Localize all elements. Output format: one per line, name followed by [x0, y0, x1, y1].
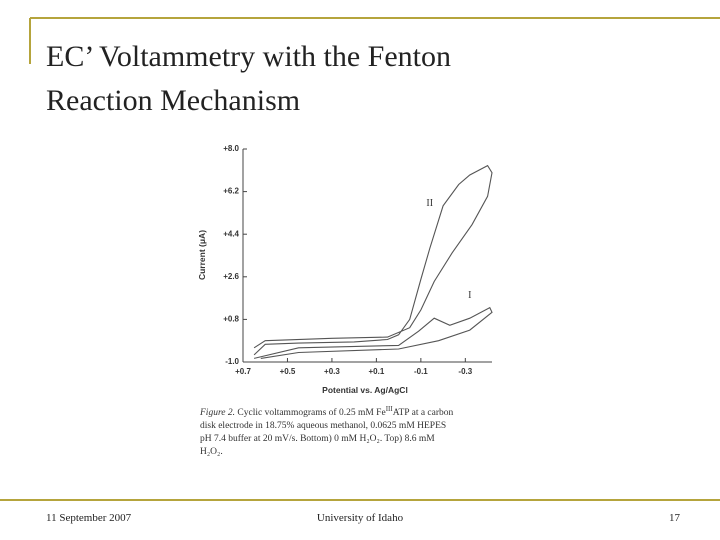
- x-tick-label: +0.1: [368, 367, 384, 376]
- caption-text: pH 7.4 buffer at 20 mV/s. Bottom) 0 mM H…: [200, 433, 435, 444]
- caption-sup: III: [386, 405, 394, 413]
- slide-title: EC’ Voltammetry with the Fenton: [46, 40, 451, 73]
- caption-text: Cyclic voltammograms of 0.25 mM Fe: [237, 407, 385, 418]
- caption-label: Figure 2.: [199, 408, 235, 418]
- y-tick-label: +0.8: [223, 315, 239, 324]
- y-tick-label: +4.4: [223, 229, 239, 238]
- caption-text: ATP at a carbon: [393, 408, 454, 418]
- caption: Figure 2. Cyclic voltammograms of 0.25 m…: [199, 405, 454, 418]
- y-tick-label: -1.0: [225, 357, 239, 366]
- y-tick-label: +8.0: [223, 144, 239, 153]
- series-line: [253, 164, 493, 356]
- x-tick-label: +0.5: [280, 367, 296, 376]
- footer-organization: University of Idaho: [317, 512, 404, 524]
- x-tick-label: -0.3: [458, 367, 472, 376]
- y-axis-label: Current (μA): [197, 230, 207, 280]
- footer-page: 17: [669, 512, 681, 524]
- series-label: II: [426, 198, 433, 209]
- y-tick-label: +6.2: [223, 187, 239, 196]
- y-tick-label: +2.6: [223, 272, 239, 281]
- footer-date: 11 September 2007: [46, 512, 132, 524]
- x-tick-label: +0.7: [235, 367, 251, 376]
- x-axis-label: Potential vs. Ag/AgCl: [322, 385, 408, 395]
- x-tick-label: +0.3: [324, 367, 340, 376]
- slide-title: Reaction Mechanism: [46, 84, 300, 117]
- caption-text: H₂O₂.: [200, 447, 223, 457]
- x-tick-label: -0.1: [414, 367, 428, 376]
- series-label: I: [468, 290, 471, 301]
- series-line: [253, 306, 493, 359]
- caption-text: disk electrode in 18.75% aqueous methano…: [200, 421, 446, 431]
